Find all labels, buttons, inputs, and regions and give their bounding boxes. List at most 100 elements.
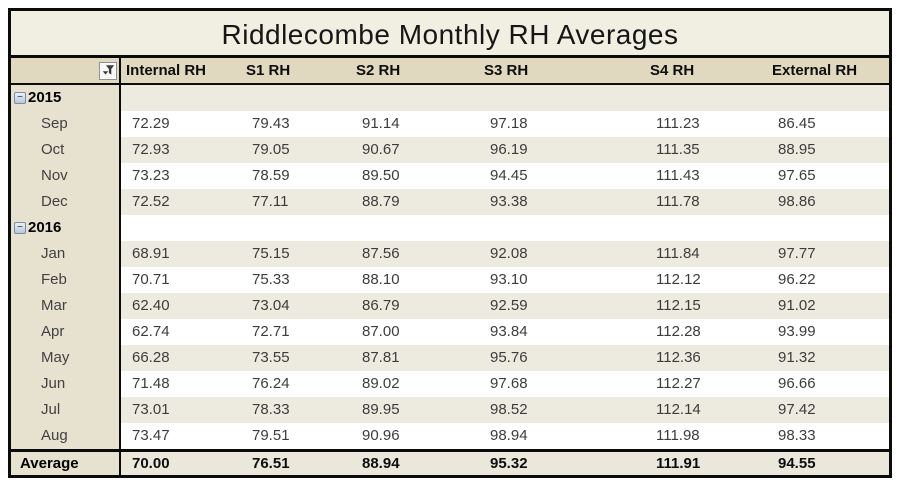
value-cell: 111.84: [656, 245, 700, 262]
row-label: Feb: [41, 271, 67, 288]
row-label: May: [41, 349, 70, 366]
pivot-table: Riddlecombe Monthly RH Averages Internal…: [8, 8, 892, 478]
row-label: Jun: [41, 375, 66, 392]
value-cell: 96.19: [490, 141, 528, 158]
average-row: Average 70.00 76.51 88.94 95.32 111.91 94.55: [11, 449, 889, 475]
row-label-cell: Jun: [11, 371, 121, 397]
value-cell: 91.02: [778, 297, 816, 314]
value-cell: [241, 215, 351, 241]
value-cell: 90.96: [362, 427, 400, 444]
row-label: Jul: [41, 401, 61, 418]
value-cell: [767, 215, 889, 241]
value-cell: 89.95: [362, 401, 400, 418]
value-cell: 91.14: [362, 115, 400, 132]
value-cell: 66.28: [132, 349, 170, 366]
value-cell: 79.51: [252, 427, 290, 444]
value-cell: 87.00: [362, 323, 400, 340]
row-label-cell: Mar: [11, 293, 121, 319]
value-cell: 92.08: [490, 245, 528, 262]
column-header-3: S2 RH: [356, 62, 401, 79]
row-label-cell: Jan: [11, 241, 121, 267]
value-cell: [645, 215, 767, 241]
average-value-cell: 111.91: [656, 455, 701, 472]
value-cell: 112.27: [656, 375, 701, 392]
row-label-cell: Nov: [11, 163, 121, 189]
column-header-6: External RH: [772, 62, 858, 79]
value-cell: 72.52: [132, 193, 170, 210]
average-value-cell: 70.00: [132, 455, 170, 472]
month-row: Aug 73.47 79.51 90.96 98.94 111.98 98.33: [11, 423, 889, 449]
value-cell: 68.91: [132, 245, 170, 262]
row-label-cell: May: [11, 345, 121, 371]
value-cell: 96.66: [778, 375, 816, 392]
value-cell: 112.12: [656, 271, 701, 288]
value-cell: 98.52: [490, 401, 528, 418]
value-cell: 111.23: [656, 115, 700, 132]
value-cell: 97.65: [778, 167, 816, 184]
row-label-cell: −2016: [11, 215, 121, 241]
row-label: Oct: [41, 141, 65, 158]
row-label-cell: Apr: [11, 319, 121, 345]
value-cell: 73.01: [132, 401, 170, 418]
value-cell: [767, 85, 889, 111]
value-cell: 98.94: [490, 427, 528, 444]
value-cell: 75.15: [252, 245, 290, 262]
row-label-cell: Feb: [11, 267, 121, 293]
value-cell: [121, 85, 241, 111]
value-cell: 75.33: [252, 271, 290, 288]
month-row: Mar 62.40 73.04 86.79 92.59 112.15 91.02: [11, 293, 889, 319]
value-cell: 72.71: [252, 323, 290, 340]
value-cell: 76.24: [252, 375, 290, 392]
average-label-cell: Average: [11, 452, 121, 475]
row-label: Jan: [41, 245, 66, 262]
row-label: Sep: [41, 115, 68, 132]
value-cell: 88.10: [362, 271, 400, 288]
value-cell: 96.22: [778, 271, 816, 288]
table-body: −2015 Sep 72.29 79.43 91.14 97.18 111.23 86.45 O…: [11, 85, 889, 449]
month-row: May 66.28 73.55 87.81 95.76 112.36 91.32: [11, 345, 889, 371]
row-label-cell: −2015: [11, 85, 121, 111]
value-cell: 87.56: [362, 245, 400, 262]
value-cell: 86.45: [778, 115, 816, 132]
value-cell: 89.02: [362, 375, 400, 392]
average-value-cell: 76.51: [252, 455, 290, 472]
value-cell: 90.67: [362, 141, 400, 158]
month-row: Oct 72.93 79.05 90.67 96.19 111.35 88.95: [11, 137, 889, 163]
value-cell: 91.32: [778, 349, 816, 366]
filter-button[interactable]: [99, 61, 117, 80]
average-value-cell: 94.55: [778, 455, 816, 472]
value-cell: 98.86: [778, 193, 816, 210]
row-label: Nov: [41, 167, 68, 184]
column-header-4: S3 RH: [484, 62, 529, 79]
value-cell: 88.79: [362, 193, 400, 210]
month-row: Sep 72.29 79.43 91.14 97.18 111.23 86.45: [11, 111, 889, 137]
value-cell: 62.74: [132, 323, 170, 340]
value-cell: 87.81: [362, 349, 400, 366]
column-header-1: Internal RH: [126, 62, 207, 79]
collapse-button[interactable]: −: [14, 92, 26, 104]
value-cell: 86.79: [362, 297, 400, 314]
value-cell: 94.45: [490, 167, 528, 184]
value-cell: 88.95: [778, 141, 816, 158]
row-label: 2016: [28, 219, 62, 236]
value-cell: 89.50: [362, 167, 400, 184]
value-cell: [351, 85, 479, 111]
value-cell: 93.84: [490, 323, 528, 340]
year-group-row: −2016: [11, 215, 889, 241]
value-cell: 111.35: [656, 141, 700, 158]
value-cell: 77.11: [252, 193, 289, 210]
row-label: Mar: [41, 297, 67, 314]
value-cell: [645, 85, 767, 111]
value-cell: 97.68: [490, 375, 528, 392]
column-header-5: S4 RH: [650, 62, 695, 79]
table-title: Riddlecombe Monthly RH Averages: [11, 11, 889, 58]
average-value-cell: 88.94: [362, 455, 400, 472]
collapse-button[interactable]: −: [14, 222, 26, 234]
value-cell: 111.78: [656, 193, 700, 210]
row-label-cell: Dec: [11, 189, 121, 215]
value-cell: 62.40: [132, 297, 170, 314]
value-cell: 111.98: [656, 427, 700, 444]
month-row: Jun 71.48 76.24 89.02 97.68 112.27 96.66: [11, 371, 889, 397]
value-cell: 73.23: [132, 167, 170, 184]
value-cell: 70.71: [132, 271, 170, 288]
